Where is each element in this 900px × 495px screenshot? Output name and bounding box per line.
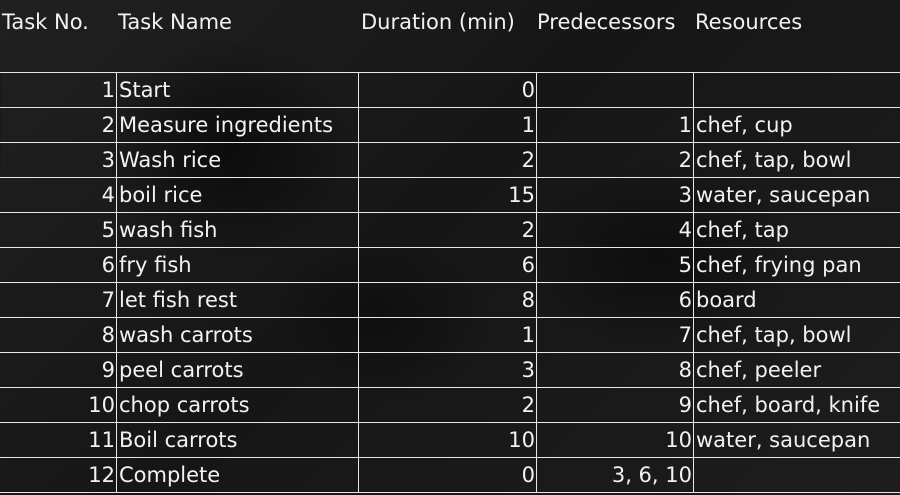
cell-duration[interactable]: 10 bbox=[358, 422, 537, 458]
cell-task-name[interactable]: wash fish bbox=[116, 212, 359, 248]
cell-resources[interactable]: chef, tap bbox=[693, 212, 900, 248]
cell-predecessors[interactable]: 4 bbox=[536, 212, 694, 248]
cell-predecessors[interactable]: 9 bbox=[536, 387, 694, 423]
cell-task-name[interactable]: let fish rest bbox=[116, 282, 359, 318]
cell-resources[interactable] bbox=[693, 457, 900, 493]
header-predecessors: Predecessors bbox=[537, 10, 676, 34]
cell-task-no[interactable]: 2 bbox=[0, 107, 117, 143]
cell-task-name[interactable]: boil rice bbox=[116, 177, 359, 213]
cell-duration[interactable]: 2 bbox=[358, 212, 537, 248]
header-task-no: Task No. bbox=[2, 10, 89, 34]
cell-predecessors[interactable]: 1 bbox=[536, 107, 694, 143]
cell-predecessors[interactable] bbox=[536, 72, 694, 108]
cell-predecessors[interactable]: 10 bbox=[536, 422, 694, 458]
cell-duration[interactable]: 1 bbox=[358, 107, 537, 143]
cell-resources[interactable]: board bbox=[693, 282, 900, 318]
cell-predecessors[interactable]: 3 bbox=[536, 177, 694, 213]
cell-predecessors[interactable]: 5 bbox=[536, 247, 694, 283]
cell-duration[interactable]: 8 bbox=[358, 282, 537, 318]
cell-predecessors[interactable]: 8 bbox=[536, 352, 694, 388]
cell-task-no[interactable]: 7 bbox=[0, 282, 117, 318]
table-row: 3 Wash rice 2 2 chef, tap, bowl bbox=[0, 142, 900, 178]
cell-task-no[interactable]: 6 bbox=[0, 247, 117, 283]
cell-resources[interactable]: chef, peeler bbox=[693, 352, 900, 388]
table-row: 1 Start 0 bbox=[0, 72, 900, 108]
table-row: 5 wash fish 2 4 chef, tap bbox=[0, 212, 900, 248]
table-row: 4 boil rice 15 3 water, saucepan bbox=[0, 177, 900, 213]
cell-task-no[interactable]: 9 bbox=[0, 352, 117, 388]
cell-task-name[interactable]: Measure ingredients bbox=[116, 107, 359, 143]
cell-duration[interactable]: 1 bbox=[358, 317, 537, 353]
cell-resources[interactable] bbox=[693, 72, 900, 108]
cell-duration[interactable]: 2 bbox=[358, 142, 537, 178]
cell-predecessors[interactable]: 3, 6, 10 bbox=[536, 457, 694, 493]
cell-task-no[interactable]: 4 bbox=[0, 177, 117, 213]
cell-task-no[interactable]: 11 bbox=[0, 422, 117, 458]
table-row: 2 Measure ingredients 1 1 chef, cup bbox=[0, 107, 900, 143]
header-duration: Duration (min) bbox=[361, 10, 515, 34]
table-row: 12 Complete 0 3, 6, 10 bbox=[0, 457, 900, 493]
cell-task-name[interactable]: chop carrots bbox=[116, 387, 359, 423]
cell-task-name[interactable]: wash carrots bbox=[116, 317, 359, 353]
cell-predecessors[interactable]: 7 bbox=[536, 317, 694, 353]
cell-duration[interactable]: 0 bbox=[358, 72, 537, 108]
cell-predecessors[interactable]: 2 bbox=[536, 142, 694, 178]
cell-predecessors[interactable]: 6 bbox=[536, 282, 694, 318]
cell-resources[interactable]: chef, tap, bowl bbox=[693, 317, 900, 353]
task-table: 1 Start 0 2 Measure ingredients 1 1 chef, cup 3 W… bbox=[0, 72, 900, 493]
cell-task-name[interactable]: Start bbox=[116, 72, 359, 108]
table-row: 6 fry fish 6 5 chef, frying pan bbox=[0, 247, 900, 283]
cell-task-no[interactable]: 5 bbox=[0, 212, 117, 248]
cell-task-name[interactable]: fry fish bbox=[116, 247, 359, 283]
cell-resources[interactable]: chef, tap, bowl bbox=[693, 142, 900, 178]
table-row: 10 chop carrots 2 9 chef, board, knife bbox=[0, 387, 900, 423]
header-task-name: Task Name bbox=[118, 10, 232, 34]
table-header: Task No. Task Name Duration (min) Predec… bbox=[0, 0, 900, 72]
cell-resources[interactable]: chef, frying pan bbox=[693, 247, 900, 283]
cell-task-no[interactable]: 8 bbox=[0, 317, 117, 353]
cell-duration[interactable]: 15 bbox=[358, 177, 537, 213]
header-resources: Resources bbox=[695, 10, 803, 34]
cell-duration[interactable]: 0 bbox=[358, 457, 537, 493]
cell-task-no[interactable]: 12 bbox=[0, 457, 117, 493]
cell-resources[interactable]: chef, board, knife bbox=[693, 387, 900, 423]
table-row: 9 peel carrots 3 8 chef, peeler bbox=[0, 352, 900, 388]
task-table-body: 1 Start 0 2 Measure ingredients 1 1 chef, cup 3 W… bbox=[0, 72, 900, 493]
cell-resources[interactable]: chef, cup bbox=[693, 107, 900, 143]
table-row: 8 wash carrots 1 7 chef, tap, bowl bbox=[0, 317, 900, 353]
cell-duration[interactable]: 6 bbox=[358, 247, 537, 283]
cell-task-name[interactable]: peel carrots bbox=[116, 352, 359, 388]
cell-resources[interactable]: water, saucepan bbox=[693, 422, 900, 458]
cell-duration[interactable]: 3 bbox=[358, 352, 537, 388]
cell-task-no[interactable]: 10 bbox=[0, 387, 117, 423]
cell-duration[interactable]: 2 bbox=[358, 387, 537, 423]
cell-resources[interactable]: water, saucepan bbox=[693, 177, 900, 213]
table-row: 11 Boil carrots 10 10 water, saucepan bbox=[0, 422, 900, 458]
cell-task-name[interactable]: Boil carrots bbox=[116, 422, 359, 458]
cell-task-name[interactable]: Complete bbox=[116, 457, 359, 493]
cell-task-no[interactable]: 1 bbox=[0, 72, 117, 108]
table-row: 7 let fish rest 8 6 board bbox=[0, 282, 900, 318]
cell-task-name[interactable]: Wash rice bbox=[116, 142, 359, 178]
cell-task-no[interactable]: 3 bbox=[0, 142, 117, 178]
